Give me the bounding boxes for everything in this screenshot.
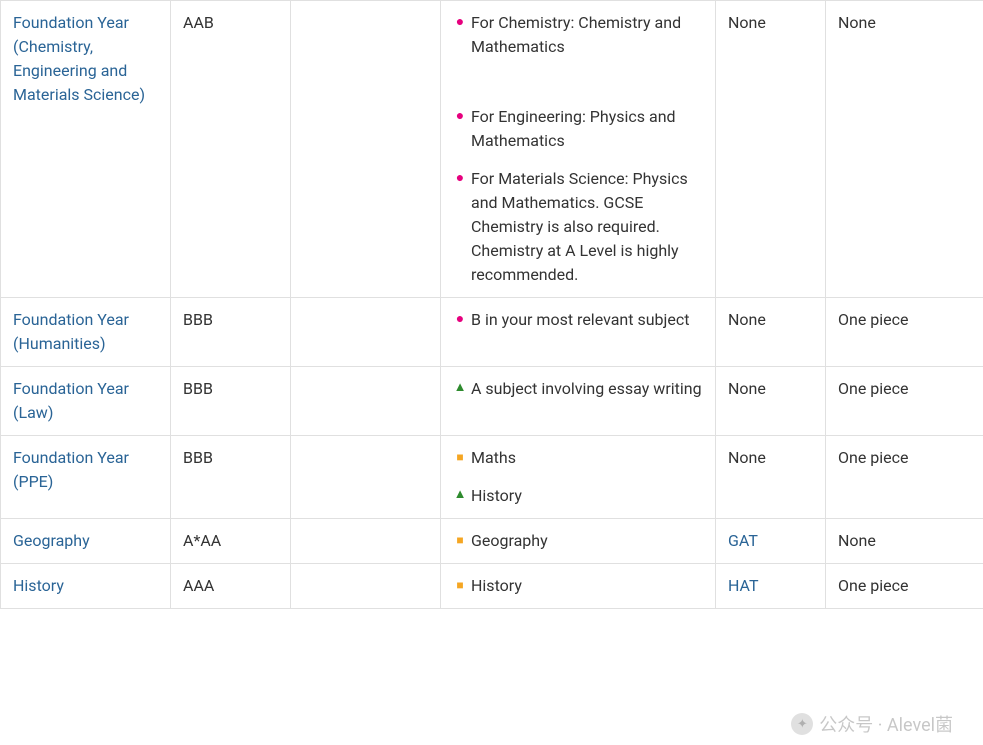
blank-cell (291, 1, 441, 298)
test-cell: None (716, 367, 826, 436)
grade-cell: AAA (171, 564, 291, 609)
test-text: None (728, 13, 766, 32)
table-row: Foundation Year (Law) BBB ▲A subject invol… (1, 367, 983, 436)
grade-cell: BBB (171, 298, 291, 367)
grade-cell: A*AA (171, 519, 291, 564)
requirement-text: B in your most relevant subject (471, 310, 689, 329)
requirements-cell: ▲A subject involving essay writing (441, 367, 716, 436)
requirements-cell: ●For Chemistry: Chemistry and Mathematic… (441, 1, 716, 298)
table-row: History AAA ■History HAT One piece (1, 564, 983, 609)
table-row: Foundation Year (PPE) BBB ■Maths ▲History No… (1, 436, 983, 519)
requirement-text: For Materials Science: Physics and Mathe… (471, 169, 688, 284)
blank-cell (291, 564, 441, 609)
requirement-text: For Engineering: Physics and Mathematics (471, 107, 676, 150)
written-cell: None (826, 519, 983, 564)
watermark-text: 公众号 · Alevel菌 (819, 711, 953, 737)
watermark: ✦ 公众号 · Alevel菌 (791, 711, 953, 737)
blank-cell (291, 367, 441, 436)
requirement-item: ●For Engineering: Physics and Mathematic… (453, 105, 703, 153)
requirement-item: ▲A subject involving essay writing (453, 377, 703, 401)
course-link[interactable]: History (13, 576, 64, 595)
test-cell: HAT (716, 564, 826, 609)
requirement-item: ●For Chemistry: Chemistry and Mathematic… (453, 11, 703, 59)
requirement-text: History (471, 486, 522, 505)
test-text: None (728, 310, 766, 329)
requirements-cell: ■Maths ▲History (441, 436, 716, 519)
requirements-cell: ●B in your most relevant subject (441, 298, 716, 367)
test-link[interactable]: GAT (728, 531, 758, 550)
requirement-item: ▲History (453, 484, 703, 508)
test-link[interactable]: HAT (728, 576, 759, 595)
test-cell: None (716, 1, 826, 298)
table-row: Foundation Year (Chemistry, Engineering … (1, 1, 983, 298)
test-text: None (728, 448, 766, 467)
blank-cell (291, 519, 441, 564)
blank-cell (291, 436, 441, 519)
test-cell: GAT (716, 519, 826, 564)
requirements-cell: ■Geography (441, 519, 716, 564)
written-cell: One piece (826, 564, 983, 609)
written-cell: One piece (826, 436, 983, 519)
requirement-item: ■Geography (453, 529, 703, 553)
requirements-table: Foundation Year (Chemistry, Engineering … (0, 0, 983, 609)
requirement-item: ●B in your most relevant subject (453, 308, 703, 332)
table-row: Geography A*AA ■Geography GAT None (1, 519, 983, 564)
course-link[interactable]: Foundation Year (PPE) (13, 448, 129, 491)
course-link[interactable]: Geography (13, 531, 90, 550)
written-cell: One piece (826, 298, 983, 367)
table-row: Foundation Year (Humanities) BBB ●B in you… (1, 298, 983, 367)
written-cell: One piece (826, 367, 983, 436)
requirements-cell: ■History (441, 564, 716, 609)
requirement-text: Geography (471, 531, 548, 550)
course-link[interactable]: Foundation Year (Humanities) (13, 310, 129, 353)
requirement-item: ■History (453, 574, 703, 598)
requirement-item: ■Maths (453, 446, 703, 470)
test-text: None (728, 379, 766, 398)
grade-cell: AAB (171, 1, 291, 298)
requirement-item: ●For Materials Science: Physics and Math… (453, 167, 703, 287)
requirement-text: A subject involving essay writing (471, 379, 702, 398)
blank-cell (291, 298, 441, 367)
grade-cell: BBB (171, 367, 291, 436)
course-link[interactable]: Foundation Year (Law) (13, 379, 129, 422)
requirement-text: For Chemistry: Chemistry and Mathematics (471, 13, 681, 56)
grade-cell: BBB (171, 436, 291, 519)
course-link[interactable]: Foundation Year (Chemistry, Engineering … (13, 13, 145, 104)
test-cell: None (716, 436, 826, 519)
wechat-icon: ✦ (791, 713, 813, 735)
requirement-text: Maths (471, 448, 516, 467)
written-cell: None (826, 1, 983, 298)
test-cell: None (716, 298, 826, 367)
requirement-text: History (471, 576, 522, 595)
